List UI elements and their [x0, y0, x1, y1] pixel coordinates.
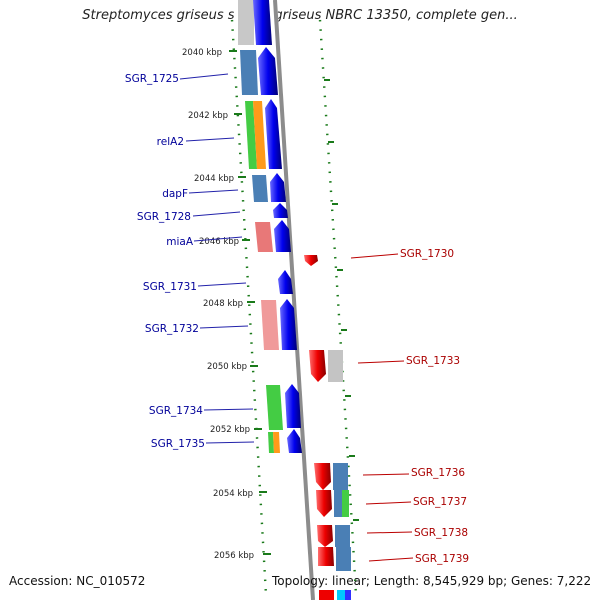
gene-label-sgr-1728[interactable]: SGR_1728 — [137, 211, 191, 223]
gene-label-sgr-1733[interactable]: SGR_1733 — [406, 355, 460, 367]
gene-label-sgr-1731[interactable]: SGR_1731 — [143, 281, 197, 293]
topology-summary: Topology: linear; Length: 8,545,929 bp; … — [272, 574, 592, 588]
gene-label-sgr-1735[interactable]: SGR_1735 — [151, 438, 205, 450]
gene-label-sgr-1738[interactable]: SGR_1738 — [414, 527, 468, 539]
gene-label-miaa[interactable]: miaA — [166, 236, 194, 248]
gene-arrow-sgr-1730 — [304, 255, 318, 266]
gene-label-sgr-1739[interactable]: SGR_1739 — [415, 553, 469, 565]
tick-label: 2056 kbp — [214, 551, 254, 561]
gene-arrow-sgr-1731 — [278, 270, 293, 294]
gene-label-sgr-1737[interactable]: SGR_1737 — [413, 496, 467, 508]
tick-label: 2042 kbp — [188, 111, 228, 121]
gene-arrow-sgr-1735 — [287, 429, 302, 453]
tick-label: 2052 kbp — [210, 425, 250, 435]
gene-label-sgr-1725[interactable]: SGR_1725 — [125, 73, 179, 85]
gene-arrow-sgr-1725 — [258, 47, 278, 95]
tick-marks — [229, 50, 359, 555]
gene-arrow-sgr-1732 — [280, 299, 297, 350]
reverse-features — [304, 255, 351, 600]
gene-label-sgr-1732[interactable]: SGR_1732 — [145, 323, 199, 335]
tick-label: 2048 kbp — [203, 299, 243, 309]
accession-label: Accession: NC_010572 — [9, 574, 146, 588]
gene-arrow-dapf — [270, 173, 286, 202]
gene-arrow-rela2 — [265, 99, 282, 169]
gene-label-sgr-1736[interactable]: SGR_1736 — [411, 467, 465, 479]
gene-arrow-sgr-1738 — [317, 525, 333, 547]
gene-label-sgr-1734[interactable]: SGR_1734 — [149, 405, 203, 417]
gene-arrow-miaa — [274, 220, 291, 252]
tick-label: 2054 kbp — [213, 489, 253, 499]
tick-label: 2046 kbp — [199, 237, 239, 247]
gene-arrow-sgr-1739 — [318, 547, 334, 566]
gene-arrow-sgr-1737 — [316, 490, 332, 517]
backbone-line — [273, 0, 315, 600]
forward-features — [238, 0, 302, 453]
gene-block-cog — [240, 50, 258, 95]
gene-arrow-sgr-1728 — [273, 203, 288, 218]
tick-label: 2044 kbp — [194, 174, 234, 184]
map-title: Streptomyces griseus subsp. griseus NBRC… — [82, 8, 518, 23]
forward-leader-lines — [179, 73, 255, 444]
gene-arrow-sgr-1736 — [314, 463, 331, 490]
gene-label-dapf[interactable]: dapF — [162, 188, 188, 200]
tick-label: 2040 kbp — [182, 48, 222, 58]
tick-label: 2050 kbp — [207, 362, 247, 372]
reverse-leader-lines — [350, 253, 414, 562]
gene-arrow-sgr-1733 — [309, 350, 326, 382]
gene-label-sgr-1730[interactable]: SGR_1730 — [400, 248, 454, 260]
gene-arrow-sgr-1734 — [285, 384, 301, 428]
gene-label-rela2[interactable]: relA2 — [157, 136, 184, 148]
